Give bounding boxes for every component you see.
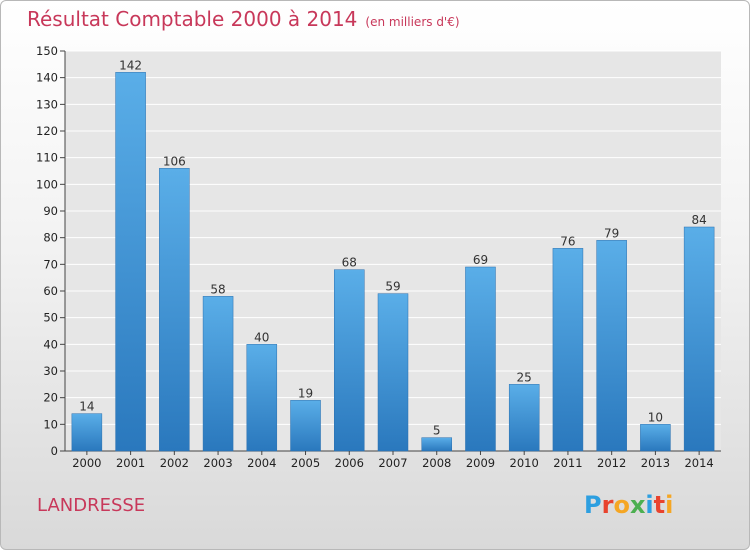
x-tick-label: 2004 — [247, 456, 276, 470]
x-tick-label: 2008 — [422, 456, 451, 470]
y-tick-label: 50 — [43, 311, 58, 325]
x-tick-label: 2003 — [203, 456, 232, 470]
x-tick-label: 2002 — [160, 456, 189, 470]
bar-value-label: 68 — [342, 256, 357, 270]
proxiti-logo: Proxiti — [584, 491, 673, 519]
y-tick-label: 0 — [51, 444, 58, 458]
bar-value-label: 10 — [648, 410, 663, 424]
x-tick-label: 2001 — [116, 456, 145, 470]
y-tick-label: 30 — [43, 364, 58, 378]
chart-title-text: Résultat Comptable 2000 à 2014 — [27, 7, 358, 31]
y-tick-label: 10 — [43, 417, 58, 431]
bar-value-label: 25 — [517, 370, 532, 384]
bar-value-label: 69 — [473, 253, 488, 267]
bar-2001 — [115, 72, 146, 452]
y-tick-label: 40 — [43, 337, 58, 351]
bar-2008 — [421, 437, 452, 452]
x-tick-label: 2007 — [378, 456, 407, 470]
logo-letter: P — [584, 491, 602, 519]
y-tick-label: 120 — [36, 124, 58, 138]
chart-title: Résultat Comptable 2000 à 2014 (en millie… — [27, 7, 460, 31]
y-tick-label: 60 — [43, 284, 58, 298]
x-tick-label: 2009 — [466, 456, 495, 470]
x-tick-label: 2005 — [291, 456, 320, 470]
bar-2009 — [465, 266, 496, 452]
bar-value-label: 142 — [119, 58, 142, 72]
logo-letter: o — [613, 491, 630, 519]
bar-2004 — [246, 344, 278, 452]
bar-2000 — [71, 413, 103, 452]
y-tick-label: 100 — [36, 177, 58, 191]
bar-value-label: 76 — [560, 234, 575, 248]
x-tick-label: 2014 — [684, 456, 713, 470]
x-tick-label: 2011 — [553, 456, 582, 470]
logo-letter: i — [665, 491, 674, 519]
y-tick-label: 20 — [43, 391, 58, 405]
x-tick-label: 2012 — [597, 456, 626, 470]
y-tick-label: 130 — [36, 97, 58, 111]
bar-2002 — [159, 168, 190, 452]
commune-name: LANDRESSE — [37, 495, 146, 516]
bar-value-label: 19 — [298, 386, 313, 400]
y-tick-label: 90 — [43, 204, 58, 218]
bar-value-label: 5 — [433, 424, 441, 438]
bar-value-label: 58 — [210, 282, 225, 296]
bar-2012 — [596, 240, 627, 452]
bar-value-label: 106 — [163, 154, 186, 168]
chart-subtitle: (en milliers d'€) — [365, 15, 460, 29]
logo-letter: i — [645, 491, 654, 519]
bar-2010 — [508, 384, 540, 452]
bar-2014 — [683, 226, 715, 452]
y-tick-label: 80 — [43, 231, 58, 245]
bar-2007 — [377, 293, 409, 452]
y-tick-label: 140 — [36, 71, 58, 85]
bar-2003 — [202, 296, 234, 452]
bar-2005 — [290, 400, 321, 452]
logo-letter: t — [653, 491, 666, 519]
bar-value-label: 59 — [385, 280, 400, 294]
bar-value-label: 40 — [254, 330, 269, 344]
bar-value-label: 14 — [79, 400, 94, 414]
bar-value-label: 79 — [604, 226, 619, 240]
logo-letter: r — [601, 491, 614, 519]
bar-2006 — [334, 269, 365, 452]
y-tick-label: 70 — [43, 257, 58, 271]
x-tick-label: 2013 — [641, 456, 670, 470]
x-tick-label: 2000 — [72, 456, 101, 470]
logo-letter: x — [629, 491, 646, 519]
y-tick-label: 110 — [36, 151, 58, 165]
y-tick-label: 150 — [36, 44, 58, 58]
x-tick-label: 2010 — [510, 456, 539, 470]
bar-2013 — [640, 424, 671, 452]
x-tick-label: 2006 — [335, 456, 364, 470]
bar-value-label: 84 — [691, 213, 706, 227]
bar-2011 — [552, 248, 584, 452]
